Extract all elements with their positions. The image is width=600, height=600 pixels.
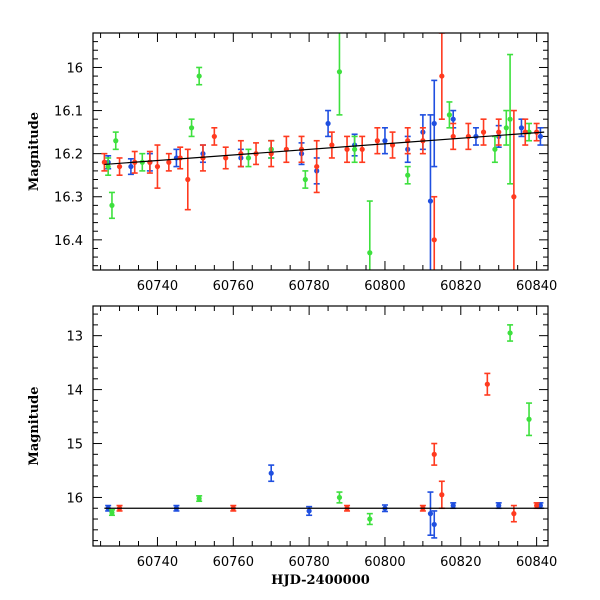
data-point [439, 73, 445, 79]
data-point [166, 159, 172, 165]
data-point [450, 116, 456, 122]
data-point [185, 176, 191, 183]
data-point [101, 159, 107, 165]
y-tick-label: 16.3 [54, 191, 83, 206]
data-point [109, 202, 115, 208]
data-point [367, 516, 373, 522]
data-point [450, 133, 456, 140]
data-point [196, 495, 202, 502]
x-tick-label: 60780 [288, 279, 329, 294]
data-point [496, 502, 502, 509]
data-point [359, 146, 365, 152]
data-point [109, 509, 115, 516]
x-tick-label: 60820 [440, 555, 481, 570]
data-point [211, 133, 217, 140]
data-point [450, 502, 456, 509]
data-point [113, 138, 119, 144]
x-tick-label: 60840 [516, 555, 557, 570]
data-point [223, 155, 229, 161]
data-point [507, 116, 513, 122]
data-point [446, 112, 453, 118]
data-point [439, 492, 445, 498]
x-tick-label: 60800 [364, 555, 405, 570]
data-point [431, 451, 437, 457]
x-tick-label: 60740 [137, 555, 178, 570]
top-panel: 60740 60760 60780 60800 60820 60840 16 16.1 16.2… [27, 32, 557, 294]
data-point [268, 470, 274, 476]
x-tick-label: 60780 [288, 555, 329, 570]
data-point [177, 155, 183, 161]
data-point [329, 142, 335, 148]
data-point [526, 416, 532, 422]
data-point [154, 163, 161, 170]
y-tick-label: 16.1 [54, 105, 83, 120]
data-point [336, 69, 343, 75]
data-point [314, 163, 320, 170]
data-point [344, 146, 350, 152]
y-tick-label: 16 [66, 61, 83, 76]
data-point [128, 163, 134, 170]
y-tick-label: 15 [66, 438, 83, 453]
plot-frame [92, 32, 549, 271]
y-axis-title: Magnitude [27, 112, 42, 191]
y-axis-title: Magnitude [27, 386, 42, 465]
y-tick-label: 16.2 [54, 148, 83, 163]
data-point [503, 125, 509, 131]
data-point [427, 511, 434, 517]
data-point [427, 198, 434, 204]
data-point [431, 120, 437, 127]
data-point [367, 250, 373, 256]
data-point [238, 151, 244, 157]
x-tick-label: 60760 [213, 279, 254, 294]
data-point [306, 508, 312, 514]
x-tick-label: 60840 [516, 279, 557, 294]
data-point [480, 129, 487, 135]
data-layer [101, 33, 545, 270]
data-point [188, 125, 195, 131]
data-point [352, 146, 358, 152]
data-layer [104, 324, 545, 539]
y-tick-label: 13 [66, 330, 83, 345]
data-point [374, 138, 380, 144]
trend-line [104, 131, 545, 166]
data-point [537, 133, 544, 140]
data-point [405, 172, 411, 178]
data-point [496, 129, 502, 135]
x-axis-title: HJD-2400000 [271, 573, 370, 588]
data-point [534, 502, 540, 509]
data-point [518, 125, 525, 131]
plot-frame [92, 305, 549, 547]
y-tick-label: 16 [66, 491, 83, 506]
data-point [302, 176, 308, 183]
x-tick-label: 60740 [137, 279, 178, 294]
data-point [196, 73, 202, 79]
data-point [511, 511, 517, 517]
data-point [325, 120, 331, 127]
x-tick-label: 60800 [364, 279, 405, 294]
data-point [336, 494, 343, 501]
data-point [537, 502, 544, 509]
y-tick-label: 14 [66, 384, 83, 399]
data-point [492, 146, 498, 152]
x-tick-label: 60820 [440, 279, 481, 294]
y-tick-label: 16.4 [54, 234, 83, 249]
bottom-panel: 60740 60760 60780 60800 60820 60840 13 14 15 16 Ma… [27, 305, 557, 588]
data-point [116, 163, 123, 170]
x-tick-label: 60760 [213, 555, 254, 570]
data-point [431, 521, 437, 528]
data-point [105, 163, 111, 170]
data-point [431, 237, 437, 243]
data-point [245, 155, 252, 161]
data-point [382, 138, 388, 144]
data-point [484, 381, 490, 387]
data-point [200, 155, 206, 161]
data-point [511, 194, 517, 200]
data-point [507, 330, 513, 336]
